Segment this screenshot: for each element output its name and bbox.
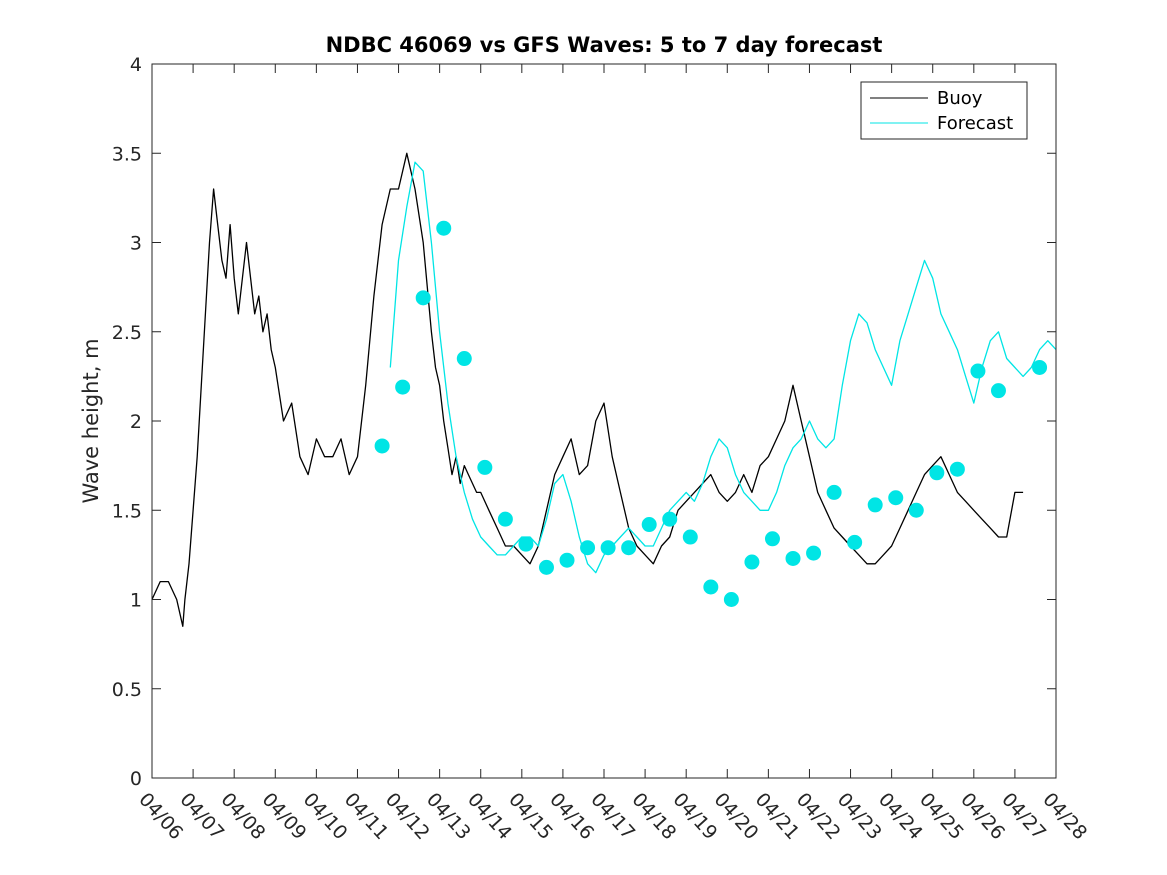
forecast-marker	[641, 517, 657, 533]
forecast-marker	[374, 438, 390, 454]
forecast-marker	[497, 511, 513, 527]
x-tick-label: 04/14	[463, 789, 516, 844]
forecast-marker	[415, 290, 431, 306]
axis-ticks	[151, 63, 1057, 779]
forecast-marker	[456, 351, 472, 367]
forecast-marker	[538, 559, 554, 575]
forecast-marker	[703, 579, 719, 595]
forecast-marker	[1032, 359, 1048, 375]
forecast-marker	[990, 383, 1006, 399]
y-tick-label: 4	[130, 54, 142, 76]
forecast-marker	[600, 540, 616, 556]
x-tick-label: 04/21	[751, 789, 804, 844]
plot-area	[152, 64, 1056, 778]
forecast-marker	[723, 592, 739, 607]
forecast-marker	[682, 529, 698, 545]
forecast-marker	[477, 459, 493, 475]
y-tick-label: 0	[130, 768, 142, 790]
x-tick-label: 04/10	[299, 789, 352, 844]
y-tick-label: 1	[130, 590, 142, 612]
x-tick-label: 04/16	[545, 789, 598, 844]
forecast-marker	[826, 484, 842, 500]
x-tick-label: 04/25	[915, 789, 968, 844]
forecast-marker	[764, 531, 780, 547]
forecast-marker	[518, 536, 534, 552]
forecast-marker	[785, 550, 801, 566]
legend-box	[860, 81, 1028, 140]
forecast-marker	[888, 490, 904, 506]
forecast-marker	[970, 363, 986, 379]
x-tick-label: 04/13	[422, 789, 475, 844]
y-tick-label: 2.5	[112, 322, 142, 344]
x-tick-label: 04/08	[216, 789, 269, 844]
forecast-marker	[580, 540, 596, 556]
x-tick-labels: 04/0604/0704/0804/0904/1004/1104/1204/13…	[134, 789, 1091, 844]
y-tick-label: 1.5	[112, 500, 142, 522]
x-tick-label: 04/07	[175, 789, 228, 844]
y-tick-label: 3	[130, 233, 142, 255]
x-tick-label: 04/17	[586, 789, 639, 844]
series-line-forecast	[389, 161, 1057, 574]
x-tick-label: 04/28	[1038, 789, 1091, 844]
forecast-marker	[806, 545, 822, 561]
x-tick-label: 04/27	[997, 789, 1050, 844]
forecast-marker	[744, 554, 760, 570]
x-tick-label: 04/22	[792, 789, 845, 844]
x-tick-label: 04/26	[956, 789, 1009, 844]
y-tick-labels: 0 0.5 1 1.5 2 2.5 3 3.5 4	[112, 54, 142, 790]
forecast-marker	[908, 502, 924, 518]
forecast-marker	[621, 540, 637, 556]
x-tick-label: 04/24	[874, 789, 927, 844]
forecast-marker	[847, 534, 863, 550]
forecast-marker	[867, 497, 883, 513]
x-tick-label: 04/23	[833, 789, 886, 844]
forecast-marker	[559, 552, 575, 568]
legend-label-forecast: Forecast	[937, 113, 1013, 134]
forecast-marker	[949, 461, 965, 477]
forecast-marker	[929, 465, 945, 481]
y-axis-label: Wave height, m	[79, 338, 103, 503]
x-tick-label: 04/20	[710, 789, 763, 844]
forecast-marker	[436, 220, 452, 236]
x-tick-label: 04/12	[381, 789, 434, 844]
x-tick-label: 04/09	[258, 789, 311, 844]
plot-border	[151, 63, 1057, 779]
forecast-marker	[662, 511, 678, 527]
y-tick-label: 2	[130, 411, 142, 433]
x-tick-label: 04/19	[668, 789, 721, 844]
y-tick-label: 3.5	[112, 143, 142, 165]
x-tick-label: 04/11	[340, 789, 393, 844]
legend-label-buoy: Buoy	[937, 88, 983, 109]
forecast-marker	[395, 379, 411, 395]
chart-title: NDBC 46069 vs GFS Waves: 5 to 7 day fore…	[326, 33, 883, 57]
legend: Buoy Forecast	[860, 81, 1028, 140]
marker-layer	[374, 220, 1048, 607]
x-tick-label: 04/15	[504, 789, 557, 844]
x-tick-label: 04/06	[134, 789, 187, 844]
y-tick-label: 0.5	[112, 679, 142, 701]
x-tick-label: 04/18	[627, 789, 680, 844]
